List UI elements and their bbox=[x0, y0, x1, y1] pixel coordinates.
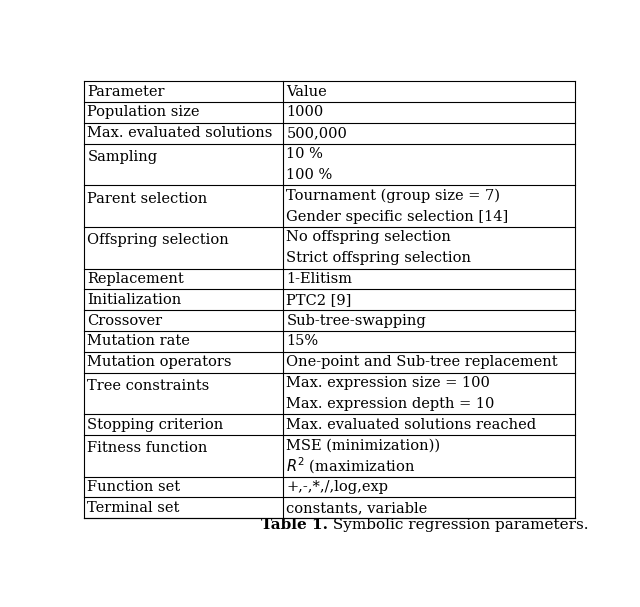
Text: Initialization: Initialization bbox=[88, 293, 182, 307]
Text: Max. evaluated solutions reached: Max. evaluated solutions reached bbox=[286, 418, 536, 432]
Text: 100 %: 100 % bbox=[286, 168, 333, 182]
Text: Population size: Population size bbox=[88, 106, 200, 120]
Text: Offspring selection: Offspring selection bbox=[88, 233, 229, 247]
Text: Mutation operators: Mutation operators bbox=[88, 355, 232, 369]
Text: Function set: Function set bbox=[88, 480, 180, 494]
Text: Max. evaluated solutions: Max. evaluated solutions bbox=[88, 126, 273, 140]
Text: PTC2 [9]: PTC2 [9] bbox=[286, 293, 352, 307]
Text: Terminal set: Terminal set bbox=[88, 501, 180, 515]
Text: Fitness function: Fitness function bbox=[88, 441, 208, 455]
Text: Strict offspring selection: Strict offspring selection bbox=[286, 251, 471, 265]
Text: Table 1.: Table 1. bbox=[261, 518, 328, 532]
Text: Tree constraints: Tree constraints bbox=[88, 379, 210, 393]
Text: 15%: 15% bbox=[286, 334, 319, 348]
Text: Value: Value bbox=[286, 84, 327, 99]
Text: One-point and Sub-tree replacement: One-point and Sub-tree replacement bbox=[286, 355, 558, 369]
Text: MSE (minimization)): MSE (minimization)) bbox=[286, 438, 440, 452]
Text: No offspring selection: No offspring selection bbox=[286, 230, 451, 245]
Text: Sampling: Sampling bbox=[88, 150, 157, 164]
Text: +,-,*,/,log,exp: +,-,*,/,log,exp bbox=[286, 480, 388, 494]
Text: Sub-tree-swapping: Sub-tree-swapping bbox=[286, 314, 426, 328]
Text: Parameter: Parameter bbox=[88, 84, 165, 99]
Text: Max. expression depth = 10: Max. expression depth = 10 bbox=[286, 397, 495, 411]
Text: Symbolic regression parameters.: Symbolic regression parameters. bbox=[328, 518, 589, 532]
Text: Mutation rate: Mutation rate bbox=[88, 334, 190, 348]
Text: Max. expression size = 100: Max. expression size = 100 bbox=[286, 376, 490, 390]
Text: $R^2$ (maximization: $R^2$ (maximization bbox=[286, 456, 416, 476]
Text: 500,000: 500,000 bbox=[286, 126, 347, 140]
Text: Parent selection: Parent selection bbox=[88, 192, 208, 206]
Text: Tournament (group size = 7): Tournament (group size = 7) bbox=[286, 189, 500, 203]
Text: 1000: 1000 bbox=[286, 106, 324, 120]
Text: Gender specific selection [14]: Gender specific selection [14] bbox=[286, 209, 509, 223]
Text: Replacement: Replacement bbox=[88, 272, 184, 286]
Text: 1-Elitism: 1-Elitism bbox=[286, 272, 352, 286]
Text: Stopping criterion: Stopping criterion bbox=[88, 418, 224, 432]
Text: Crossover: Crossover bbox=[88, 314, 163, 328]
Text: 10 %: 10 % bbox=[286, 147, 323, 161]
Text: constants, variable: constants, variable bbox=[286, 501, 428, 515]
